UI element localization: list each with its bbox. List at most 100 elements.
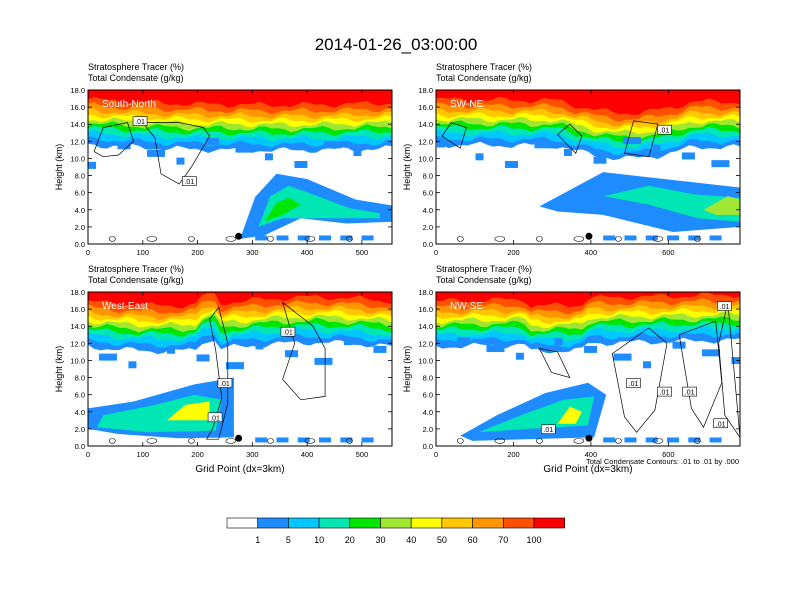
ytick-label-3-2: 4.0 xyxy=(423,408,433,417)
surface-cell-3-0 xyxy=(603,437,616,443)
xtick-label-2-3: 300 xyxy=(246,450,259,459)
surface-contour-1-4 xyxy=(615,236,622,242)
surface-cell-2-3 xyxy=(319,437,332,443)
ytick-label-2-6: 12.0 xyxy=(70,339,85,348)
colorbar-label-0: 1 xyxy=(255,535,260,545)
tracer-cell-0-9 xyxy=(353,149,362,157)
surface-cell-0-5 xyxy=(361,235,374,241)
condensate-contour-1-1 xyxy=(557,123,583,154)
surface-contour-1-5 xyxy=(652,236,664,242)
surface-contour-1-1 xyxy=(494,236,506,242)
ytick-label-0-5: 10.0 xyxy=(70,154,85,163)
tracer-cell-3-4 xyxy=(672,341,686,349)
xtick-label-0-4: 400 xyxy=(301,248,314,257)
contour-label-box-3-1 xyxy=(626,378,641,388)
contour-label-1-0: .01 xyxy=(660,128,670,135)
surface-contour-0-6 xyxy=(346,236,353,242)
xtick-label-1-2: 400 xyxy=(585,248,598,257)
tracer-cell-1-5 xyxy=(622,137,641,145)
colorbar-label-5: 40 xyxy=(406,535,416,545)
ytick-label-3-7: 14.0 xyxy=(418,322,433,331)
surface-contour-2-0 xyxy=(109,438,116,444)
condensate-contour-1-0 xyxy=(441,122,467,149)
xtick-label-0-3: 300 xyxy=(246,248,259,257)
contour-label-2-0: .01 xyxy=(283,330,293,337)
tracer-cell-3-9 xyxy=(515,352,524,360)
colorbar-swatch-7 xyxy=(441,517,473,529)
condensate-contour-0-0 xyxy=(93,122,135,158)
surface-contour-0-2 xyxy=(188,236,195,242)
ytick-label-1-6: 12.0 xyxy=(418,137,433,146)
ytick-label-1-1: 2.0 xyxy=(423,223,433,232)
surface-contour-3-1 xyxy=(494,438,506,444)
surface-contour-2-6 xyxy=(346,438,353,444)
tracer-cell-2-8 xyxy=(98,353,117,361)
ytick-label-3-6: 12.0 xyxy=(418,339,433,348)
ytick-label-1-4: 8.0 xyxy=(423,172,433,181)
surface-cell-2-0 xyxy=(255,437,268,443)
xtick-label-3-1: 200 xyxy=(507,450,520,459)
tracer-cell-1-9 xyxy=(436,140,445,148)
surface-contour-1-3 xyxy=(573,236,585,242)
ytick-label-2-2: 4.0 xyxy=(75,408,85,417)
tracer-cell-0-0 xyxy=(88,161,96,169)
xlabel-3: Grid Point (dx=3km) xyxy=(543,464,632,475)
panel-header-tracer-3: Stratosphere Tracer (%) xyxy=(436,264,532,274)
ytick-label-1-2: 4.0 xyxy=(423,206,433,215)
panel-label-3: NW-SE xyxy=(450,301,483,312)
contour-label-0-0: .01 xyxy=(135,119,145,126)
panel-header-condensate-2: Total Condensate (g/kg) xyxy=(88,275,184,285)
panel-label-2: West-East xyxy=(102,301,148,312)
colorbar-swatch-2 xyxy=(288,517,320,529)
condensate-contour-3-1 xyxy=(611,327,668,433)
tracer-cell-0-2 xyxy=(146,149,165,157)
ytick-label-0-1: 2.0 xyxy=(75,223,85,232)
surface-contour-0-5 xyxy=(304,236,316,242)
surface-contour-2-3 xyxy=(225,438,237,444)
site-marker-3 xyxy=(585,434,593,442)
xtick-label-2-5: 500 xyxy=(356,450,369,459)
panel-frame-3 xyxy=(435,291,741,447)
condensate-contour-3-0 xyxy=(538,348,571,379)
colorbar-label-3: 20 xyxy=(345,535,355,545)
ytick-label-0-7: 14.0 xyxy=(70,120,85,129)
contour-label-box-3-2 xyxy=(657,386,672,397)
contour-label-2-1: .01 xyxy=(220,381,230,388)
xtick-label-2-0: 0 xyxy=(86,450,90,459)
tracer-cell-0-8 xyxy=(323,141,342,149)
tracer-cell-0-5 xyxy=(235,145,254,153)
contour-label-box-3-0 xyxy=(717,301,732,311)
ytick-label-0-6: 12.0 xyxy=(70,137,85,146)
surface-cell-1-5 xyxy=(709,235,722,241)
surface-cell-2-2 xyxy=(297,437,310,443)
panel-header-tracer-2: Stratosphere Tracer (%) xyxy=(88,264,184,274)
ytick-label-3-0: 0.0 xyxy=(423,442,433,451)
colorbar-label-4: 30 xyxy=(375,535,385,545)
surface-cell-1-0 xyxy=(603,235,616,241)
colorbar-label-9: 100 xyxy=(526,535,541,545)
surface-contour-1-2 xyxy=(536,236,543,242)
ytick-label-2-7: 14.0 xyxy=(70,322,85,331)
xtick-label-2-1: 100 xyxy=(137,450,150,459)
colorbar-swatch-6 xyxy=(410,517,443,529)
ytick-label-1-5: 10.0 xyxy=(418,154,433,163)
panel-1: Stratosphere Tracer (%)Total Condensate … xyxy=(402,62,741,257)
tracer-cell-1-4 xyxy=(593,156,607,164)
figure-title: 2014-01-26_03:00:00 xyxy=(315,35,478,54)
tracer-cell-3-0 xyxy=(554,338,563,346)
site-marker-2 xyxy=(235,434,243,442)
panel-header-condensate-3: Total Condensate (g/kg) xyxy=(436,275,532,285)
tracer-cell-3-1 xyxy=(584,345,598,353)
tracer-plume-1-1 xyxy=(603,185,740,222)
panel-frame-1 xyxy=(435,89,741,245)
xtick-label-3-2: 400 xyxy=(585,450,598,459)
ytick-label-3-8: 16.0 xyxy=(418,305,433,314)
colorbar-label-2: 10 xyxy=(314,535,324,545)
ylabel-2: Height (km) xyxy=(54,346,64,393)
surface-contour-3-5 xyxy=(652,438,664,444)
tracer-cell-2-6 xyxy=(343,338,352,346)
tracer-cell-2-3 xyxy=(255,342,264,350)
surface-contour-1-6 xyxy=(694,236,701,242)
surface-cell-2-5 xyxy=(361,437,374,443)
tracer-cell-1-0 xyxy=(475,153,484,161)
